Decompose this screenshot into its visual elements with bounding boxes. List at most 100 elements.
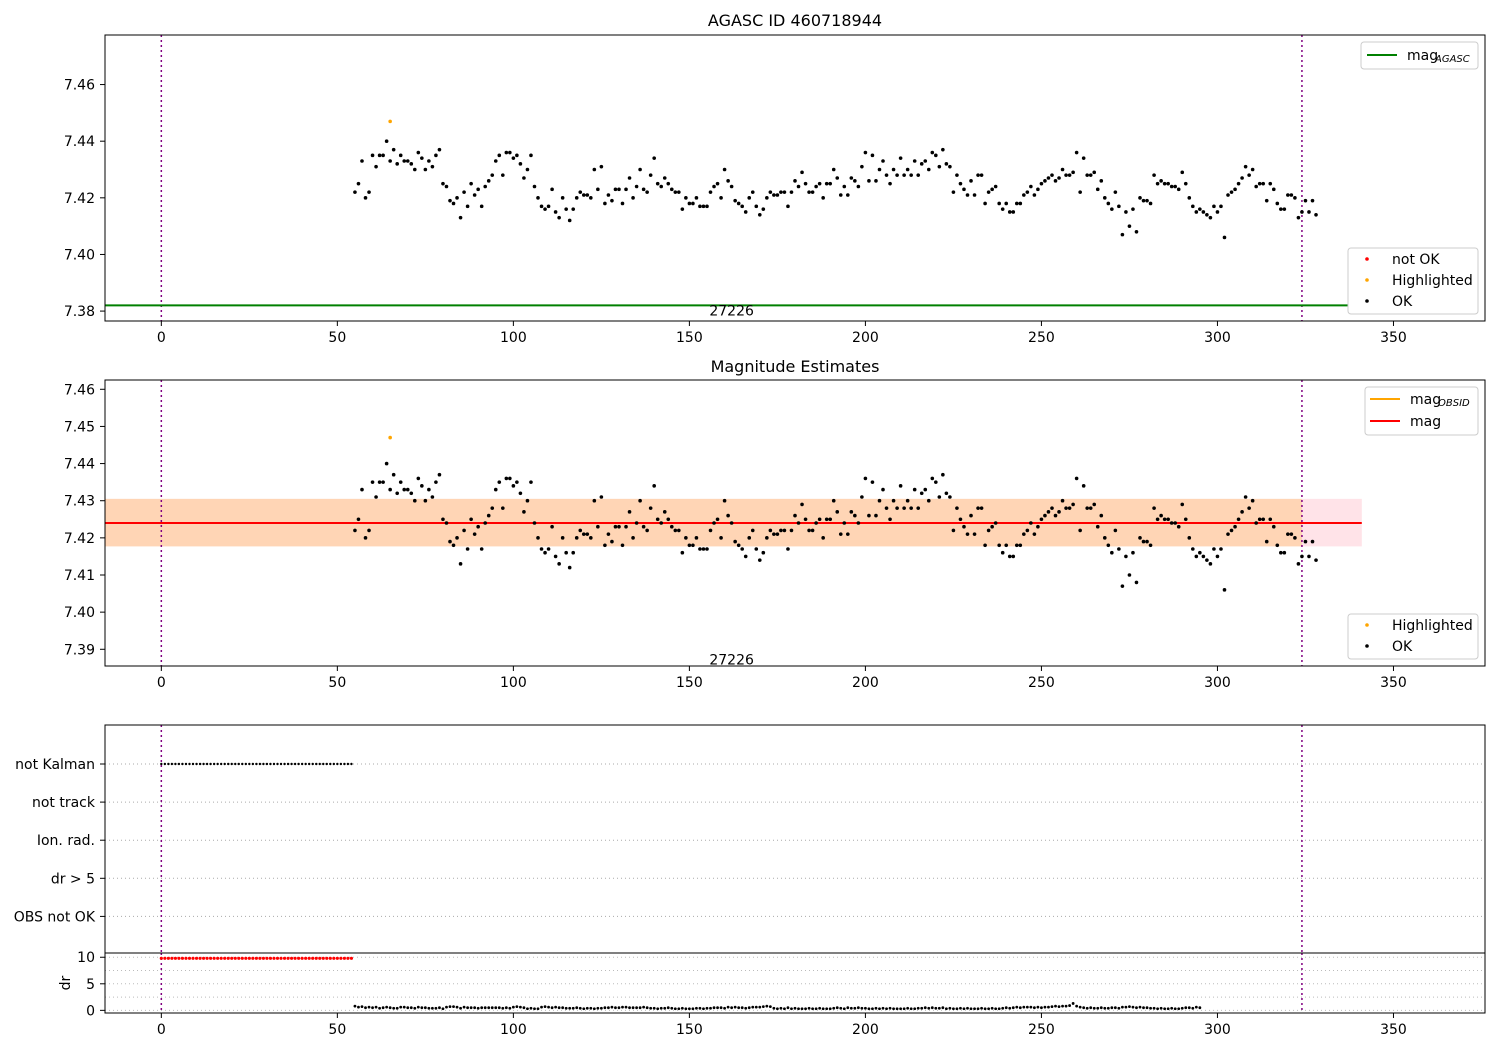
panel4-dr-high-point bbox=[184, 956, 188, 960]
panel2-ok-point bbox=[486, 513, 491, 518]
panel4-dr-high-point bbox=[332, 956, 336, 960]
panel4-dr-high-point bbox=[335, 956, 339, 960]
panel4-dr-point bbox=[487, 1006, 491, 1010]
panel2-ok-point bbox=[585, 532, 590, 536]
panel3-not-kalman-point bbox=[318, 762, 321, 766]
panel4-dr-point bbox=[811, 1007, 815, 1011]
panel4-dr-point bbox=[550, 1006, 554, 1010]
panel2-ok-point bbox=[1152, 506, 1156, 510]
panel1-ok-point bbox=[817, 181, 822, 186]
panel2-ok-point bbox=[1201, 554, 1206, 559]
panel4-dr-point bbox=[673, 1007, 677, 1011]
panel1-ok-point bbox=[684, 196, 688, 200]
panel1-ok-point bbox=[567, 218, 572, 223]
panel2-ok-point bbox=[979, 506, 984, 510]
panel3-not-kalman-point bbox=[255, 762, 258, 766]
panel4-dr-point bbox=[504, 1006, 508, 1010]
panel4-dr-point bbox=[476, 1006, 480, 1010]
panel1-ok-point bbox=[736, 201, 741, 206]
panel1-ok-point bbox=[1000, 207, 1005, 211]
panel2-ok-point bbox=[708, 528, 713, 533]
panel4-dr-point bbox=[469, 1006, 473, 1010]
panel1-ok-point bbox=[1282, 207, 1287, 211]
panel4-dr-point bbox=[652, 1006, 656, 1010]
panel4-dr-point bbox=[1025, 1005, 1029, 1009]
panel1-ok-point bbox=[1236, 181, 1241, 186]
panel4-dr-point bbox=[564, 1006, 568, 1010]
panel2-ok-point bbox=[701, 547, 706, 551]
panel2-ok-point bbox=[1134, 580, 1139, 585]
panel2-ytick-label: 7.40 bbox=[64, 605, 95, 621]
panel1-ok-point bbox=[631, 196, 635, 200]
panel4-dr-point bbox=[775, 1007, 779, 1011]
panel4-dr-high-point bbox=[216, 956, 220, 960]
panel4-dr-high-point bbox=[180, 956, 185, 960]
panel1-ok-point bbox=[1046, 176, 1051, 180]
panel1-ok-point bbox=[356, 181, 361, 186]
panel1-ok-point bbox=[969, 179, 973, 183]
panel3-not-kalman-point bbox=[286, 762, 290, 766]
panel1-ok-point bbox=[1071, 170, 1075, 175]
panel1-ok-point bbox=[747, 196, 752, 200]
panel4-xtick-label: 250 bbox=[1028, 1022, 1055, 1038]
panel2-ok-point bbox=[423, 498, 428, 503]
panel2-ok-point bbox=[638, 498, 642, 503]
panel1-ok-point bbox=[930, 150, 935, 155]
panel4-dr-point bbox=[409, 1006, 413, 1010]
panel3-not-kalman-point bbox=[174, 762, 177, 766]
panel2-ok-point bbox=[1187, 536, 1192, 540]
panel4-xtick-label: 50 bbox=[328, 1022, 346, 1038]
panel2-ytick-label: 7.42 bbox=[64, 531, 95, 547]
panel4-dr-point bbox=[540, 1005, 543, 1009]
panel2-ok-point bbox=[374, 495, 378, 499]
panel2-ok-point bbox=[884, 506, 889, 510]
panel1-ok-point bbox=[511, 156, 516, 160]
panel4-dr-point bbox=[508, 1006, 512, 1010]
panel2-ok-point bbox=[1198, 550, 1202, 555]
panel4-dr-high-point bbox=[349, 956, 354, 960]
panel2-ok-point bbox=[1222, 588, 1227, 592]
panel1-ok-point bbox=[363, 196, 368, 200]
panel4-dr-point bbox=[438, 1006, 441, 1010]
panel4-dr-point bbox=[1113, 1006, 1117, 1010]
panel1-axes-frame bbox=[104, 34, 1486, 322]
panel3-not-kalman-point bbox=[188, 762, 191, 766]
panel2-ok-point bbox=[405, 487, 410, 492]
panel4-dr-point bbox=[754, 1005, 758, 1009]
panel2-ok-point bbox=[930, 476, 935, 481]
panel4-dr-point bbox=[1152, 1006, 1156, 1010]
panel4-dr-high-point bbox=[209, 956, 213, 960]
panel4-dr-point bbox=[1191, 1006, 1195, 1010]
panel2-ok-point bbox=[729, 521, 734, 525]
panel2-ok-point bbox=[1268, 517, 1273, 522]
panel4-dr-point bbox=[747, 1006, 751, 1010]
panel1-legend-mag-agasc-label: mag bbox=[1407, 48, 1438, 64]
panel2-ok-point bbox=[761, 550, 766, 555]
panel4-dr-point bbox=[1184, 1006, 1188, 1010]
panel4-dr-point bbox=[1145, 1006, 1149, 1010]
panel2-ok-point bbox=[578, 528, 583, 533]
panel4-dr-point bbox=[638, 1006, 642, 1010]
panel4-dr-point bbox=[649, 1006, 653, 1010]
panel1-ok-point bbox=[803, 181, 808, 186]
panel2-ok-point bbox=[367, 528, 371, 533]
panel4-dr-point bbox=[1180, 1006, 1184, 1010]
panel1-ok-point bbox=[1275, 201, 1280, 206]
panel1-ok-point bbox=[574, 196, 579, 200]
panel4-dr-point bbox=[1106, 1006, 1110, 1010]
panel1-ok-point bbox=[712, 184, 716, 189]
panel4-dr-high-point bbox=[237, 956, 241, 960]
panel2-ok-point bbox=[469, 517, 473, 522]
panel2-ok-point bbox=[1113, 528, 1118, 533]
panel3-flag-label: not track bbox=[32, 795, 96, 811]
panel2-xtick-label: 150 bbox=[676, 675, 703, 691]
panel2-ok-point bbox=[941, 472, 945, 477]
panel2-ok-point bbox=[898, 484, 903, 488]
panel1-ok-point bbox=[589, 196, 593, 200]
panel3-not-kalman-point bbox=[160, 762, 163, 766]
panel4-dr-point bbox=[990, 1006, 994, 1010]
panel2-ok-point bbox=[916, 506, 921, 510]
panel1-ok-point bbox=[1092, 170, 1097, 175]
panel2-ok-point bbox=[1106, 543, 1111, 548]
panel1-ok-point bbox=[993, 184, 998, 189]
